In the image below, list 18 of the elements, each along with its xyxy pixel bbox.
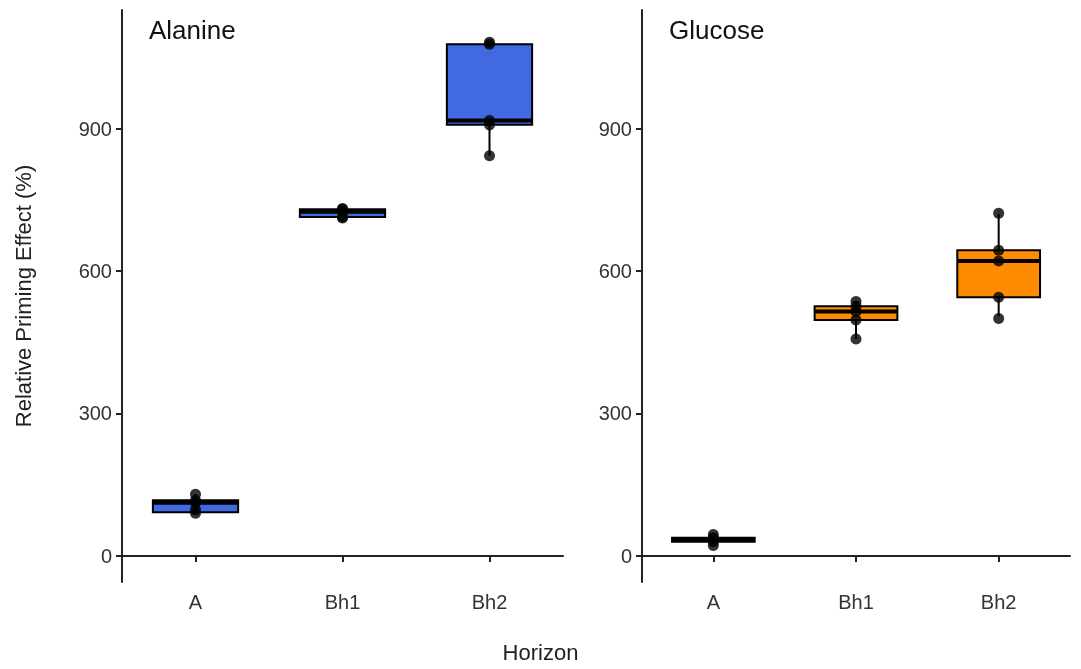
x-axis-title: Horizon (501, 640, 580, 666)
x-tick-label: Bh2 (980, 591, 1017, 613)
y-tick-label: 300 (78, 402, 112, 425)
y-tick-label: 600 (598, 260, 632, 283)
x-tick-label: Bh1 (324, 591, 361, 613)
x-tick-label: A (188, 591, 203, 613)
y-tick-label: 0 (100, 544, 112, 567)
x-tick-label: A (706, 591, 721, 613)
y-axis-title: Relative Priming Effect (%) (10, 164, 36, 428)
x-tick-label: Bh1 (838, 591, 874, 613)
y-tick-label: 900 (598, 117, 632, 140)
y-tick-label: 0 (620, 544, 632, 567)
y-tick-label: 300 (598, 402, 632, 425)
y-tick-label: 600 (78, 260, 112, 283)
chart-title: Glucose (669, 15, 765, 45)
x-tick-label: Bh2 (471, 591, 508, 613)
y-tick-label: 900 (78, 117, 112, 140)
chart-title: Alanine (149, 15, 236, 45)
